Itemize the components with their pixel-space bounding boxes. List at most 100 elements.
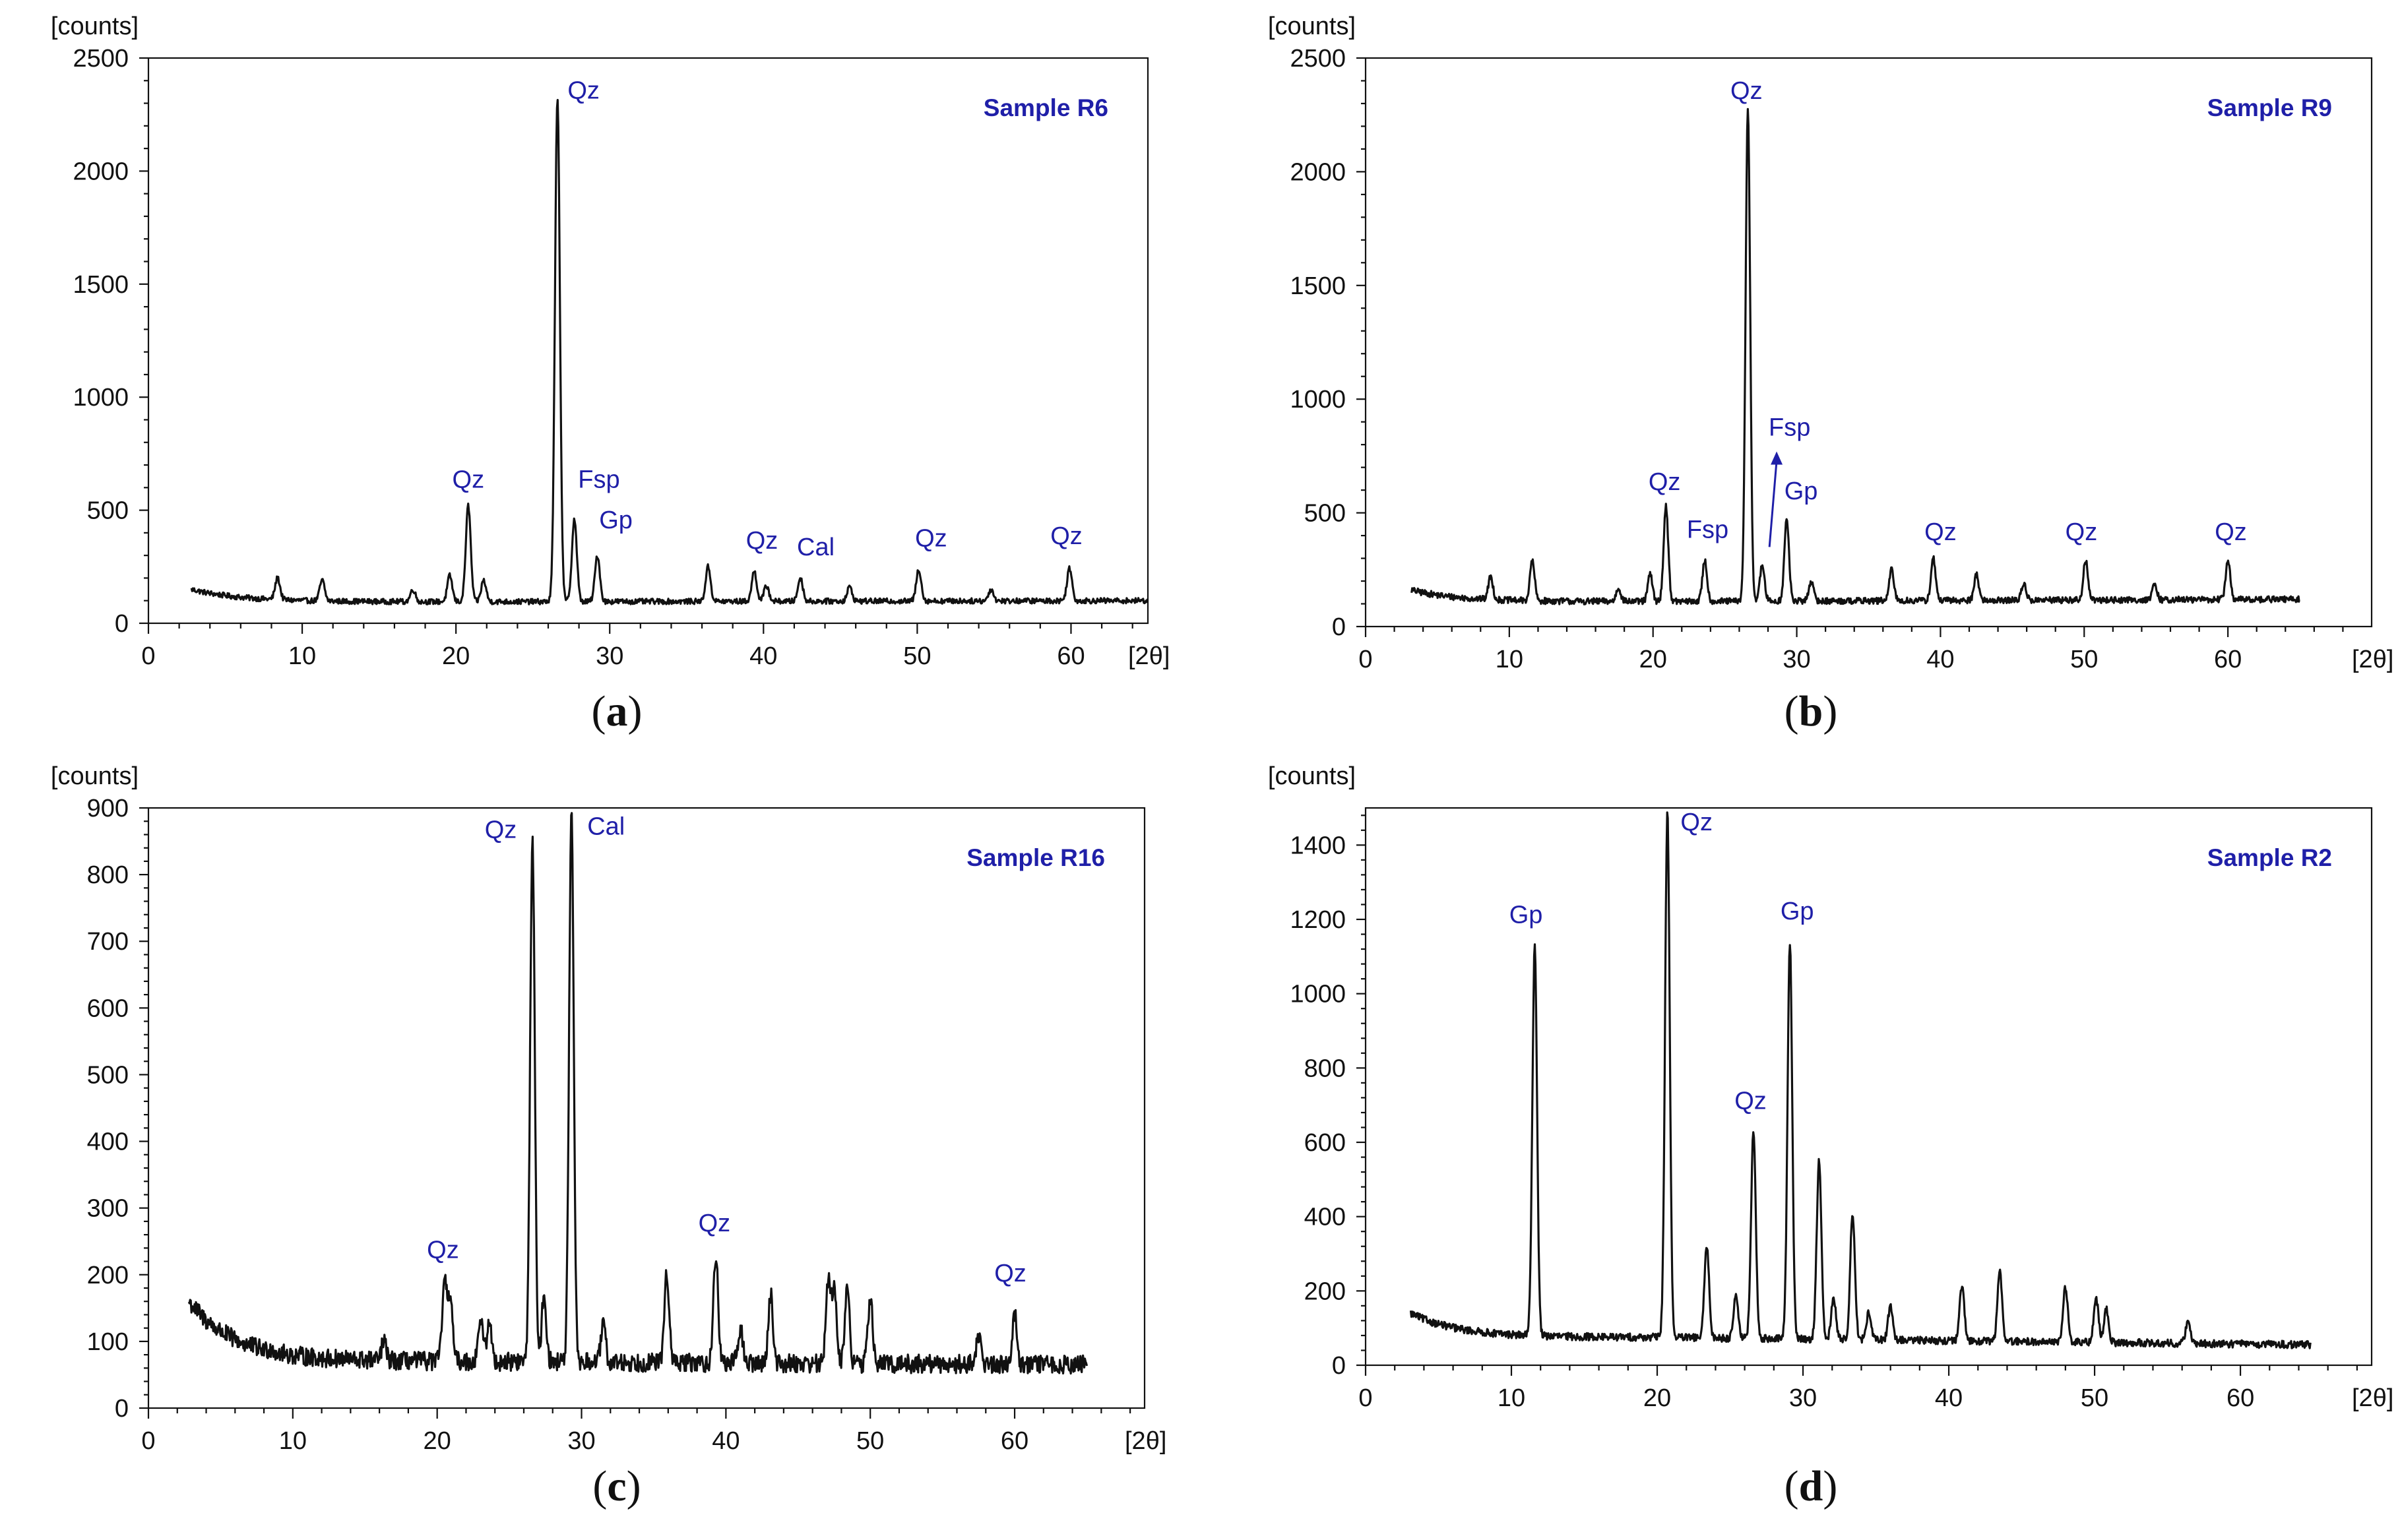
fsp-arrow-head [1771, 451, 1783, 465]
x-tick-label: 0 [141, 642, 155, 670]
x-tick-label: 60 [1057, 642, 1085, 670]
x-tick-label: 40 [749, 642, 777, 670]
x-tick-label: 60 [2214, 646, 2242, 673]
plot-frame [1364, 807, 2373, 1367]
panel-b: 0 500 1000 1500 2000 2500 0 10 20 30 40 50 60 [2θ] [co… [1268, 13, 2393, 735]
x-axis-label: [2θ] [1125, 1427, 1166, 1455]
y-tick-label: 200 [87, 1262, 129, 1289]
diffraction-trace [190, 99, 1149, 605]
peak-annotation: Qz [1734, 1087, 1767, 1115]
x-tick-label: 30 [1789, 1384, 1817, 1412]
peak-annotation: Qz [2066, 518, 2098, 546]
y-tick-label: 1000 [73, 384, 129, 412]
x-tick-label: 50 [2070, 646, 2098, 673]
y-tick-label: 2500 [1290, 45, 1346, 73]
peak-annotation: Qz [1680, 809, 1713, 836]
peak-annotation: Qz [567, 77, 600, 105]
y-tick-label: 1000 [1290, 386, 1346, 414]
panel-letter: (d) [1784, 1462, 1838, 1510]
y-axis-label: [counts] [51, 13, 139, 40]
sample-title: Sample R2 [2207, 844, 2332, 871]
peak-annotation: Qz [1050, 522, 1083, 550]
peak-annotation: Cal [587, 813, 625, 840]
x-tick-label: 60 [1001, 1427, 1028, 1455]
y-tick-label: 400 [87, 1128, 129, 1156]
x-tick-label: 50 [2081, 1384, 2108, 1412]
sample-title: Sample R9 [2207, 94, 2332, 121]
x-tick-label: 0 [1358, 646, 1372, 673]
peak-annotation: Fsp [578, 466, 619, 493]
peak-annotation: Qz [453, 466, 485, 493]
peak-annotation: Qz [699, 1210, 731, 1237]
panel-letter: (c) [592, 1462, 641, 1510]
y-tick-label: 2500 [73, 45, 129, 73]
y-tick-label: 0 [1332, 1352, 1346, 1380]
y-tick-label: 1500 [73, 271, 129, 299]
y-tick-label: 700 [87, 928, 129, 956]
peak-annotation: Gp [599, 507, 633, 534]
diffraction-trace [187, 812, 1089, 1375]
peak-annotation: Fsp [1687, 516, 1728, 544]
x-tick-label: 10 [279, 1427, 307, 1455]
peak-annotation: Fsp [1769, 414, 1810, 441]
y-tick-label: 800 [1304, 1055, 1346, 1082]
peak-annotation: Cal [797, 534, 835, 561]
y-tick-label: 500 [1304, 500, 1346, 528]
y-tick-label: 100 [87, 1328, 129, 1356]
x-tick-label: 10 [1498, 1384, 1525, 1412]
y-tick-label: 1200 [1290, 906, 1346, 934]
x-tick-label: 20 [1643, 1384, 1671, 1412]
x-axis-label: [2θ] [2352, 646, 2393, 673]
peak-annotation: Qz [485, 816, 517, 844]
diffraction-trace [1409, 811, 2312, 1349]
panel-d: 0 200 400 600 800 1000 1200 1400 0 10 20 30 40 50 60 [2… [1268, 762, 2393, 1510]
x-tick-label: 60 [2226, 1384, 2254, 1412]
y-tick-label: 600 [87, 995, 129, 1022]
y-tick-label: 200 [1304, 1278, 1346, 1305]
panel-letter: (a) [592, 687, 643, 735]
y-tick-label: 2000 [73, 158, 129, 185]
y-tick-label: 500 [87, 497, 129, 525]
x-tick-label: 20 [424, 1427, 451, 1455]
x-tick-label: 30 [596, 642, 623, 670]
sample-title: Sample R16 [966, 844, 1105, 871]
x-tick-label: 30 [567, 1427, 595, 1455]
x-axis-label: [2θ] [2352, 1384, 2393, 1412]
plot-frame [1364, 57, 2373, 628]
panel-a: 0 500 1000 1500 2000 2500 0 10 20 30 40 50 60 [2θ] [co… [51, 13, 1170, 735]
y-tick-label: 300 [87, 1195, 129, 1223]
panel-letter: (b) [1784, 687, 1838, 735]
peak-annotation: Qz [1649, 468, 1681, 496]
y-tick-label: 600 [1304, 1129, 1346, 1157]
peak-annotation: Qz [746, 527, 778, 555]
y-tick-label: 0 [115, 610, 129, 638]
peak-annotation: Gp [1781, 898, 1814, 925]
x-axis-label: [2θ] [1128, 642, 1170, 670]
panel-c: 0 100 200 300 400 500 600 700 800 900 0 10 20 30 40 50 6… [51, 762, 1166, 1510]
peak-annotation: Gp [1509, 902, 1543, 929]
y-axis-label: [counts] [51, 762, 139, 790]
peak-annotation: Qz [915, 524, 947, 552]
y-tick-label: 1500 [1290, 272, 1346, 300]
peak-annotation: Qz [994, 1260, 1026, 1287]
peak-annotation: Qz [2215, 518, 2247, 546]
x-tick-label: 50 [903, 642, 931, 670]
y-axis-label: [counts] [1268, 13, 1356, 40]
plot-frame [147, 57, 1149, 625]
x-tick-label: 20 [442, 642, 470, 670]
x-tick-label: 40 [1926, 646, 1954, 673]
x-tick-label: 40 [712, 1427, 740, 1455]
diffraction-trace [1410, 108, 2300, 606]
y-tick-label: 900 [87, 795, 129, 822]
fsp-arrow-shaft [1768, 460, 1778, 547]
peak-annotation: Qz [427, 1237, 459, 1264]
x-tick-label: 0 [1358, 1384, 1372, 1412]
x-tick-label: 0 [141, 1427, 155, 1455]
peak-annotation: Qz [1730, 77, 1763, 105]
plot-frame [147, 807, 1146, 1409]
x-tick-label: 10 [1496, 646, 1523, 673]
x-tick-label: 20 [1639, 646, 1667, 673]
peak-annotation: Qz [1924, 518, 1957, 546]
